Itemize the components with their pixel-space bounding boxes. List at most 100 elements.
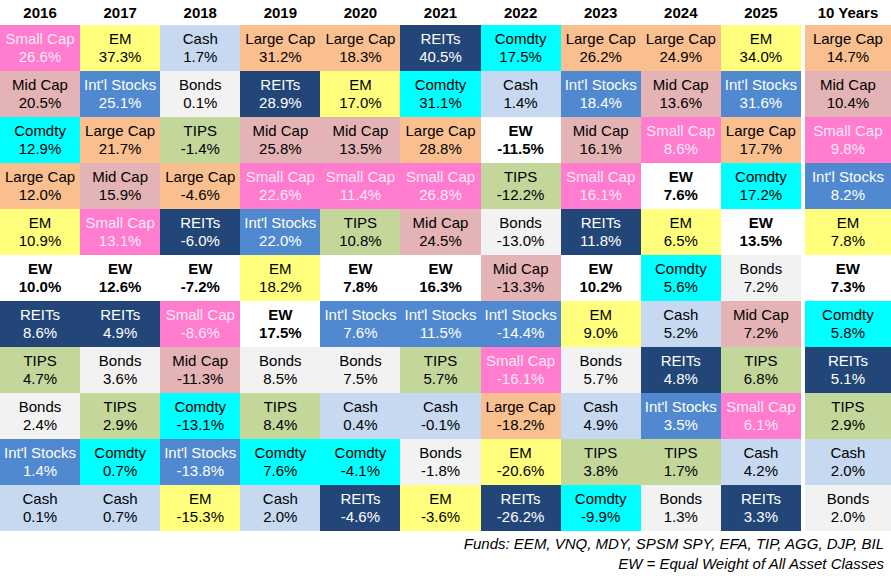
asset-return: -6.0% <box>181 232 220 250</box>
column-header: 2019 <box>240 0 320 25</box>
asset-name: EM <box>109 30 132 48</box>
asset-return: 0.7% <box>103 508 137 526</box>
asset-return: 34.0% <box>740 48 783 66</box>
asset-name: Small Cap <box>646 122 715 140</box>
asset-cell: Int'l Stocks31.6% <box>721 71 801 117</box>
asset-return: 10.4% <box>827 94 870 112</box>
asset-return: 13.1% <box>99 232 142 250</box>
asset-return: 7.6% <box>664 186 698 204</box>
asset-name: TIPS <box>831 398 864 416</box>
asset-name: Bonds <box>339 352 382 370</box>
asset-return: 17.5% <box>499 48 542 66</box>
year-column-2024: 2024Large Cap24.9%Mid Cap13.6%Small Cap8… <box>641 0 721 531</box>
asset-cell: EW-11.5% <box>481 117 561 163</box>
asset-name: Bonds <box>179 76 222 94</box>
asset-name: Int'l Stocks <box>565 76 637 94</box>
asset-name: Mid Cap <box>172 352 228 370</box>
asset-return: -13.8% <box>176 462 224 480</box>
asset-cell: Comdty-9.9% <box>561 485 641 531</box>
asset-cell: Comdty7.6% <box>240 439 320 485</box>
asset-return: 1.4% <box>504 94 538 112</box>
asset-cell: Small Cap11.4% <box>320 163 400 209</box>
asset-name: Comdty <box>415 76 467 94</box>
year-column-2023: 2023Large Cap26.2%Int'l Stocks18.4%Mid C… <box>561 0 641 531</box>
asset-name: Large Cap <box>405 122 475 140</box>
asset-return: -13.3% <box>497 278 545 296</box>
asset-name: REITs <box>260 76 300 94</box>
asset-name: EW <box>188 260 212 278</box>
asset-name: Comdty <box>254 444 306 462</box>
asset-return: 17.7% <box>740 140 783 158</box>
asset-name: Bonds <box>259 352 302 370</box>
asset-cell: EM37.3% <box>80 25 160 71</box>
asset-name: Small Cap <box>406 168 475 186</box>
column-header: 2024 <box>641 0 721 25</box>
asset-cell: Comdty12.9% <box>0 117 80 163</box>
asset-cell: Mid Cap-11.3% <box>160 347 240 393</box>
asset-return: 20.5% <box>19 94 62 112</box>
asset-name: Comdty <box>335 444 387 462</box>
asset-cell: REITs5.1% <box>805 347 891 393</box>
asset-name: Small Cap <box>326 168 395 186</box>
asset-return: -12.2% <box>497 186 545 204</box>
asset-cell: Bonds2.4% <box>0 393 80 439</box>
asset-cell: Cash2.0% <box>240 485 320 531</box>
asset-return: 1.7% <box>664 462 698 480</box>
column-header: 2023 <box>561 0 641 25</box>
asset-return: -7.2% <box>181 278 220 296</box>
asset-return: -11.3% <box>177 370 223 388</box>
asset-cell: Int'l Stocks18.4% <box>561 71 641 117</box>
asset-name: REITs <box>501 490 541 508</box>
asset-return: 2.0% <box>263 508 297 526</box>
asset-cell: EW7.3% <box>805 255 891 301</box>
asset-cell: Small Cap26.6% <box>0 25 80 71</box>
asset-return: 4.9% <box>103 324 137 342</box>
asset-return: 24.9% <box>660 48 703 66</box>
asset-name: REITs <box>340 490 380 508</box>
asset-cell: Cash5.2% <box>641 301 721 347</box>
asset-name: Cash <box>503 76 538 94</box>
asset-return: 3.5% <box>664 416 698 434</box>
asset-cell: Cash2.0% <box>805 439 891 485</box>
asset-return: 7.2% <box>744 278 778 296</box>
asset-name: Bonds <box>740 260 783 278</box>
asset-cell: Bonds1.3% <box>641 485 721 531</box>
asset-cell: Large Cap12.0% <box>0 163 80 209</box>
asset-return: 0.7% <box>103 462 137 480</box>
asset-name: Comdty <box>735 168 787 186</box>
asset-cell: Bonds-1.8% <box>400 439 480 485</box>
asset-return: 22.0% <box>259 232 302 250</box>
asset-name: Int'l Stocks <box>404 306 476 324</box>
asset-return: 8.5% <box>263 370 297 388</box>
ew-note: EW = Equal Weight of All Asset Classes <box>0 554 884 574</box>
column-header: 2022 <box>481 0 561 25</box>
asset-return: -18.2% <box>497 416 545 434</box>
asset-cell: Comdty17.5% <box>481 25 561 71</box>
asset-cell: Small Cap9.8% <box>805 117 891 163</box>
asset-return: 16.1% <box>579 186 622 204</box>
asset-cell: Large Cap14.7% <box>805 25 891 71</box>
asset-return: 13.5% <box>740 232 783 250</box>
asset-cell: TIPS4.7% <box>0 347 80 393</box>
asset-name: Mid Cap <box>733 306 789 324</box>
asset-name: Large Cap <box>165 168 235 186</box>
asset-return: 5.1% <box>831 370 865 388</box>
asset-cell: Mid Cap-13.3% <box>481 255 561 301</box>
asset-cell: Cash4.9% <box>561 393 641 439</box>
asset-return: -1.4% <box>181 140 220 158</box>
asset-cell: Comdty5.8% <box>805 301 891 347</box>
asset-name: TIPS <box>264 398 297 416</box>
asset-return: 8.6% <box>23 324 57 342</box>
asset-cell: EW12.6% <box>80 255 160 301</box>
asset-cell: Large Cap18.3% <box>320 25 400 71</box>
year-column-10-years: 10 YearsLarge Cap14.7%Mid Cap10.4%Small … <box>805 0 891 531</box>
asset-name: TIPS <box>504 168 537 186</box>
column-header: 2021 <box>400 0 480 25</box>
asset-cell: Int'l Stocks-13.8% <box>160 439 240 485</box>
asset-name: TIPS <box>344 214 377 232</box>
asset-cell: Large Cap-4.6% <box>160 163 240 209</box>
asset-name: Mid Cap <box>252 122 308 140</box>
asset-return: 17.2% <box>740 186 783 204</box>
asset-cell: Bonds8.5% <box>240 347 320 393</box>
asset-name: Small Cap <box>86 214 155 232</box>
